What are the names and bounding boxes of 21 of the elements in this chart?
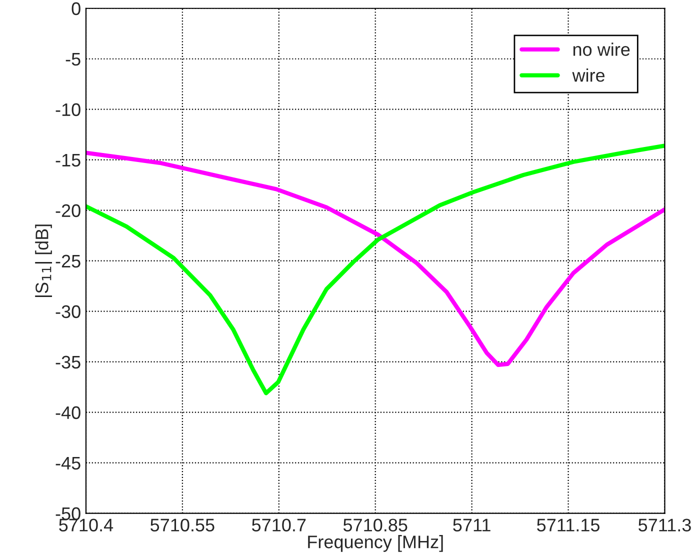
legend-label: no wire [573,42,630,56]
y-tick-label: 0 [72,2,80,16]
x-tick-label: 5710.7 [252,518,306,532]
y-tick-label: -15 [56,154,80,167]
x-tick-label: 5711.3 [638,518,691,532]
y-tick-label: -20 [56,204,80,218]
legend-label: wire [572,68,605,82]
y-tick-label: -40 [56,406,80,420]
y-tick-label: -5 [66,52,80,66]
x-tick-label: 5710.4 [59,518,114,532]
x-axis-title: Frequency [MHz] [308,535,443,552]
y-tick-label: -25 [56,254,80,268]
y-axis-title: |S$_{11}$| [dB] [35,224,52,297]
x-tick-label: 5711.15 [537,518,600,532]
x-tick-label: 5711 [453,518,490,532]
x-tick-label: 5710.55 [150,518,214,532]
y-tick-label: -30 [56,305,80,318]
x-tick-label: 5710.85 [343,518,408,532]
y-tick-label: -10 [56,103,80,116]
y-tick-label: -45 [56,456,80,470]
y-tick-label: -35 [56,356,80,369]
